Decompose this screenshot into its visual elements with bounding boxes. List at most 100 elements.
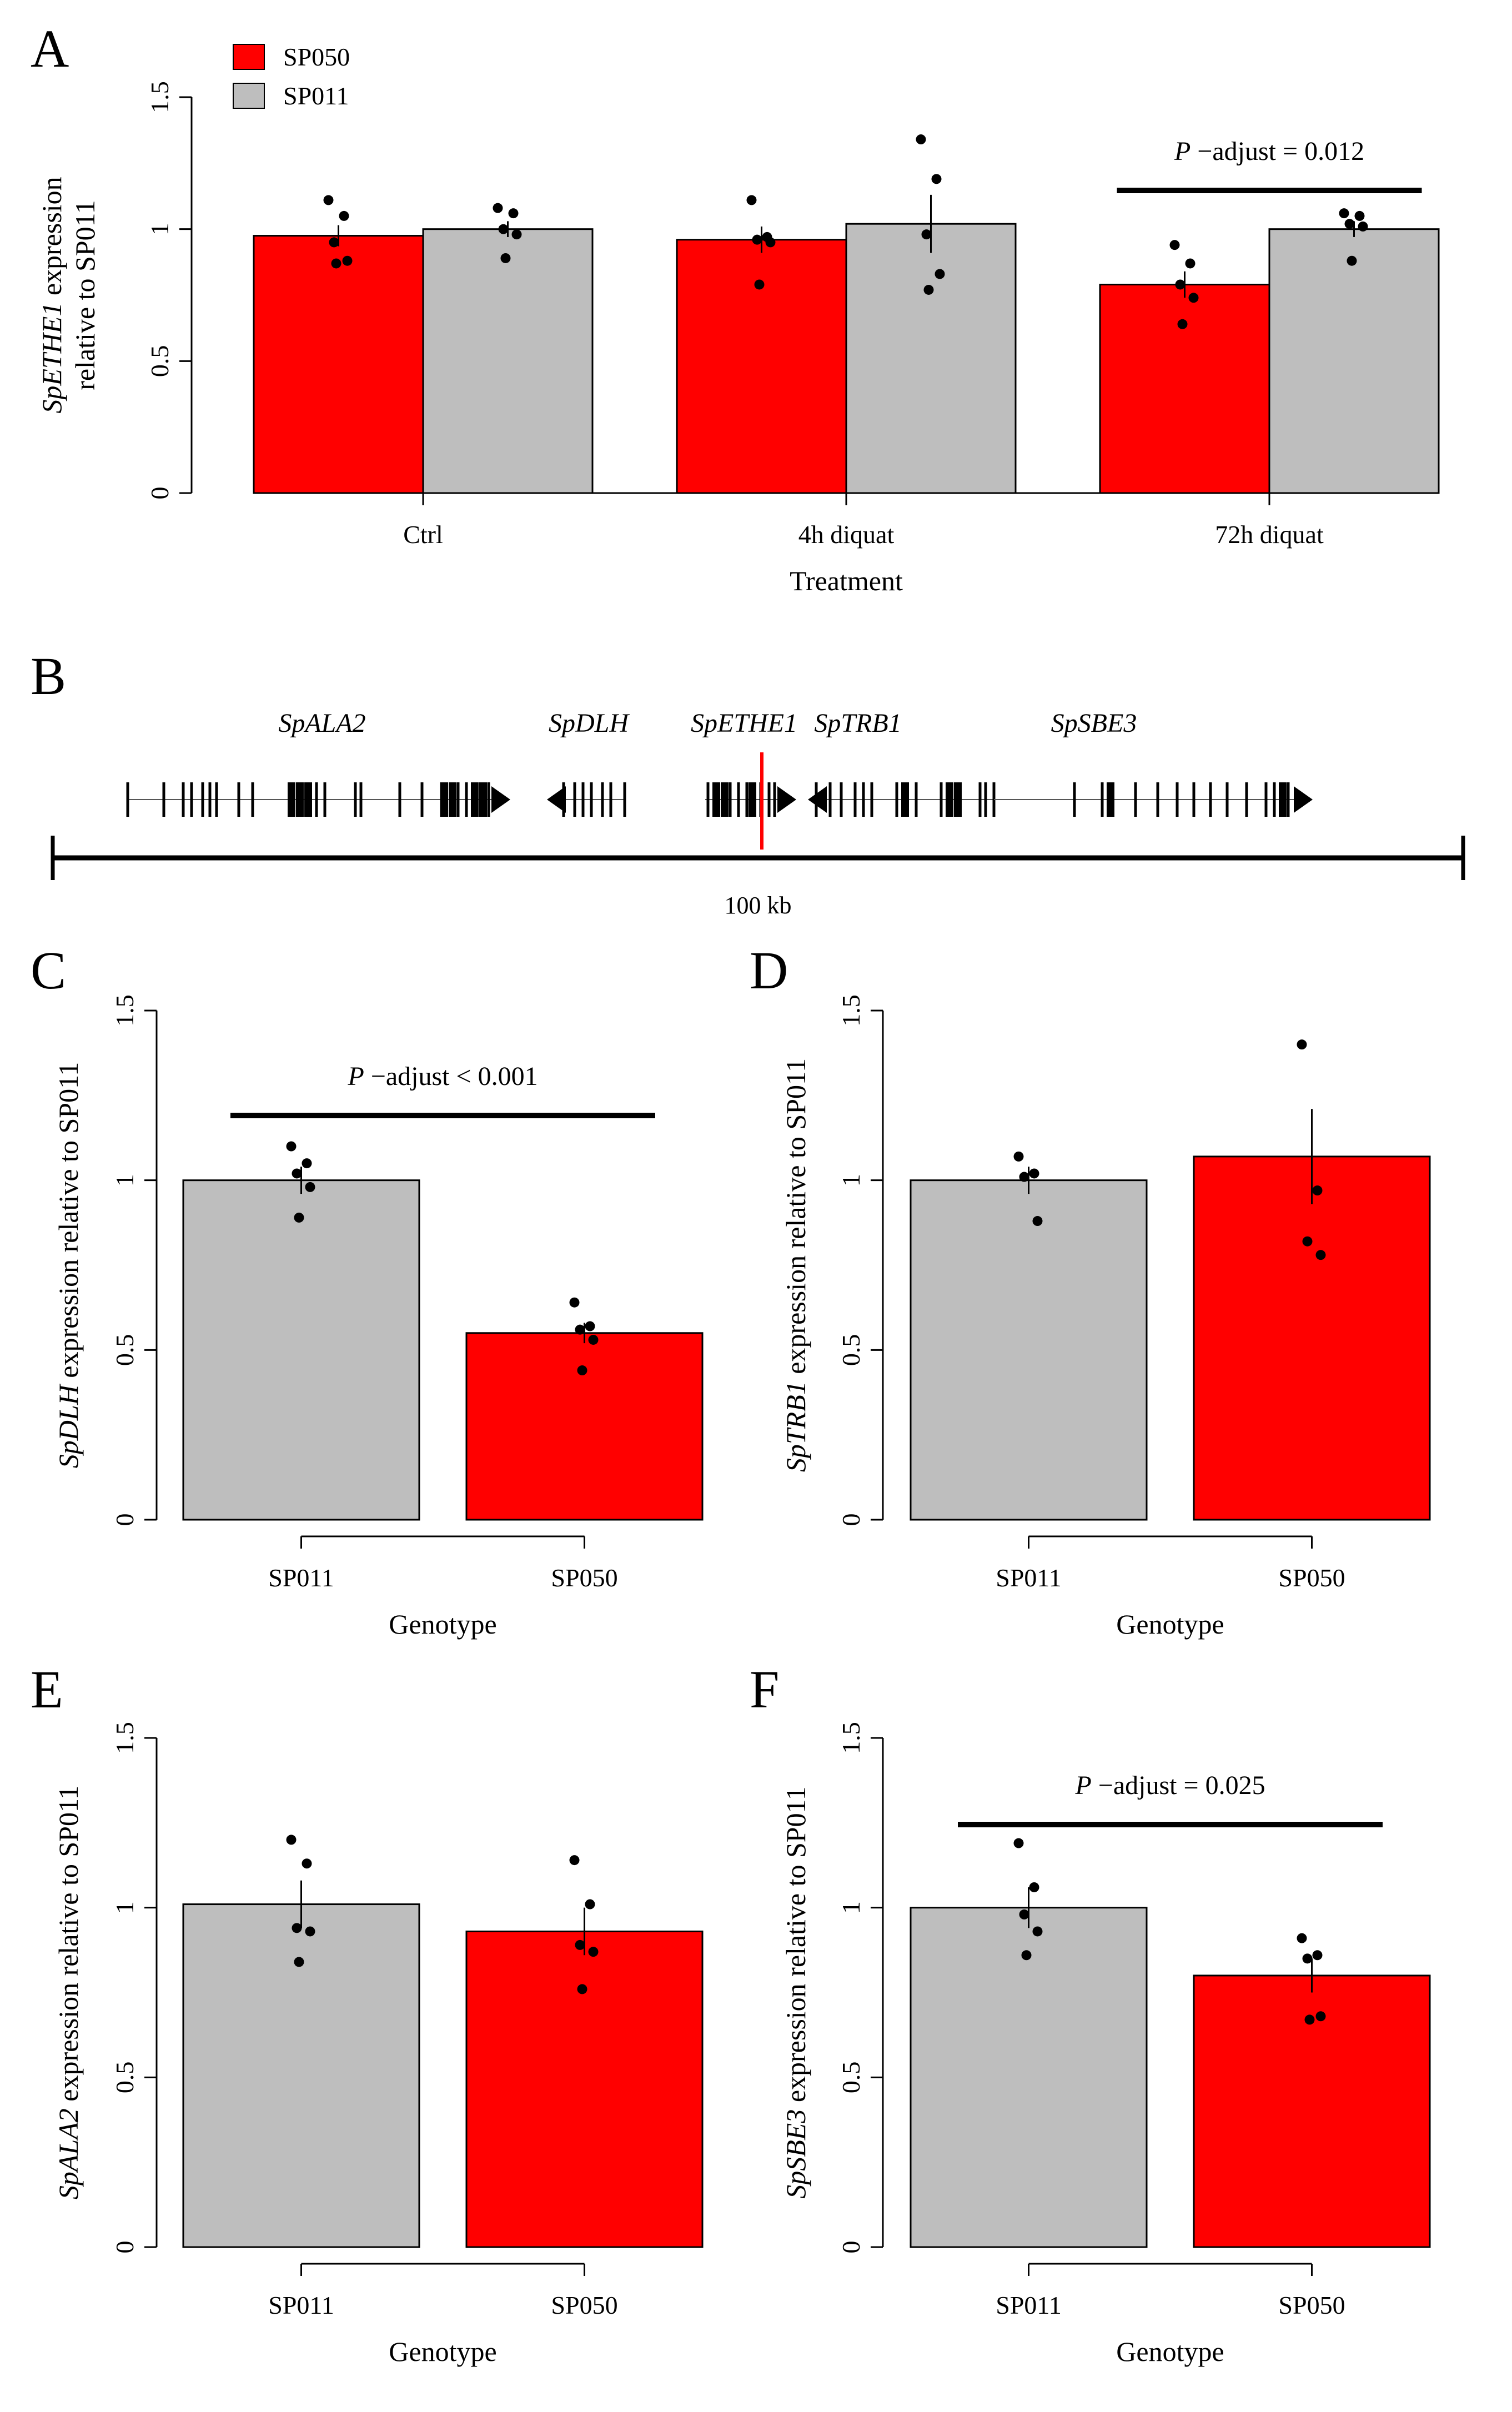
data-point	[575, 1939, 585, 1950]
arrow-right-icon	[777, 786, 796, 813]
exon	[623, 782, 626, 817]
y-tick-label: 1.5	[145, 81, 174, 113]
exon	[1264, 782, 1268, 817]
exon	[946, 782, 953, 817]
data-point	[294, 1212, 304, 1223]
exon	[573, 782, 576, 817]
y-tick-label: 0.5	[145, 345, 174, 378]
exon	[315, 782, 318, 817]
exon	[840, 782, 843, 817]
bar	[910, 1179, 1148, 1521]
data-point	[305, 1182, 315, 1192]
data-point	[292, 1168, 302, 1179]
y-tick-label: 0.5	[837, 2062, 865, 2094]
exon	[773, 782, 776, 817]
exon	[978, 782, 982, 817]
data-point	[1032, 1216, 1043, 1227]
exon	[487, 782, 490, 817]
panel-e-chart: E 0 0.5 1 1.5 SpALA2 expression relative to S…	[31, 1660, 704, 2367]
exon	[870, 782, 873, 817]
exon	[296, 782, 304, 817]
bar	[1099, 283, 1270, 494]
exon	[1134, 782, 1137, 817]
bar	[422, 228, 594, 494]
y-tick-label: 0	[837, 1514, 865, 1526]
panel-c-chart: C 0 0.5 1 1.5 SpDLH expression relative to SP…	[31, 941, 704, 1640]
data-point	[1304, 2014, 1315, 2025]
bar	[253, 235, 424, 494]
y-tick-label: 0.5	[837, 1334, 865, 1366]
data-point	[569, 1297, 580, 1308]
y-tick-label: 0	[110, 1514, 139, 1526]
y-axis-label: SpALA2 expression relative to SP011	[53, 1786, 84, 2199]
x-tick-label: SP050	[1278, 1564, 1345, 1592]
exon	[1073, 782, 1076, 817]
bar	[182, 1903, 420, 2248]
y-tick-label: 1	[837, 1174, 865, 1187]
data-point	[765, 237, 776, 248]
exon	[581, 782, 585, 817]
x-tick-label: Ctrl	[403, 520, 443, 549]
x-tick-label: 72h diquat	[1215, 520, 1324, 549]
exon	[721, 782, 729, 817]
exon	[471, 782, 479, 817]
exon	[940, 782, 943, 817]
bar	[465, 1930, 704, 2248]
data-point	[1302, 1236, 1313, 1247]
data-point	[916, 134, 926, 145]
data-point	[746, 195, 757, 205]
exon	[1101, 782, 1104, 817]
data-point	[1315, 1250, 1326, 1260]
data-point	[1347, 255, 1357, 266]
exon	[208, 782, 212, 817]
gene-SpDLH: SpDLH	[547, 708, 630, 817]
data-point	[508, 208, 519, 219]
y-axis-label-gene: SpSBE3	[780, 2109, 811, 2199]
data-point	[1297, 1933, 1307, 1943]
data-point	[323, 195, 334, 205]
y-tick-label: 0	[145, 487, 174, 500]
gene-label: SpTRB1	[814, 708, 901, 738]
exon	[456, 782, 460, 817]
y-axis-label: SpETHE1 expression	[36, 177, 67, 413]
data-point	[498, 224, 509, 234]
legend-swatch	[233, 83, 265, 109]
y-tick-label: 0	[837, 2241, 865, 2254]
exon	[420, 782, 424, 817]
exon	[1156, 782, 1159, 817]
exon	[190, 782, 193, 817]
data-point	[585, 1899, 595, 1910]
data-point	[305, 1926, 315, 1937]
y-tick-label: 0	[110, 2241, 139, 2254]
exon	[288, 782, 295, 817]
x-tick-label: SP050	[551, 1564, 617, 1592]
exon	[398, 782, 401, 817]
x-axis-label: Genotype	[389, 2336, 496, 2367]
gene-SpALA2: SpALA2	[126, 708, 510, 817]
exon	[1273, 782, 1276, 817]
exon	[737, 782, 740, 817]
data-point	[1013, 1151, 1024, 1162]
exon	[590, 782, 593, 817]
y-tick-label: 1	[110, 1901, 139, 1914]
data-point	[1019, 1172, 1029, 1182]
data-point	[754, 279, 765, 290]
data-point	[1354, 210, 1365, 221]
exon	[1107, 782, 1114, 817]
exon	[745, 782, 749, 817]
panel-letter: D	[750, 941, 788, 1000]
bar	[182, 1179, 420, 1521]
gene-label: SpETHE1	[691, 708, 797, 738]
y-tick-label: 1.5	[837, 1722, 865, 1754]
exon	[182, 782, 185, 817]
significance-label-p: P	[1174, 137, 1190, 166]
significance-label-text: −adjust = 0.025	[1092, 1771, 1265, 1800]
significance-label: P −adjust < 0.001	[347, 1062, 538, 1091]
panel-letter: C	[31, 941, 66, 1000]
bar	[910, 1907, 1148, 2248]
y-axis-label-text: expression	[36, 177, 67, 302]
y-axis-label-gene: SpTRB1	[780, 1381, 811, 1472]
data-point	[752, 234, 762, 245]
exon	[1287, 782, 1290, 817]
exon	[237, 782, 240, 817]
